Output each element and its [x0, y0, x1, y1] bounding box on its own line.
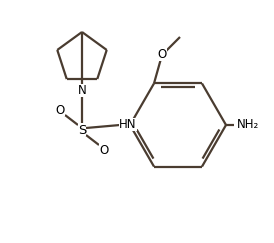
Text: N: N — [78, 85, 86, 97]
Text: HN: HN — [119, 119, 137, 131]
Text: NH₂: NH₂ — [237, 119, 259, 131]
Text: S: S — [78, 123, 86, 137]
Text: O: O — [55, 104, 65, 116]
Text: O: O — [157, 49, 167, 61]
Text: O: O — [99, 144, 109, 156]
